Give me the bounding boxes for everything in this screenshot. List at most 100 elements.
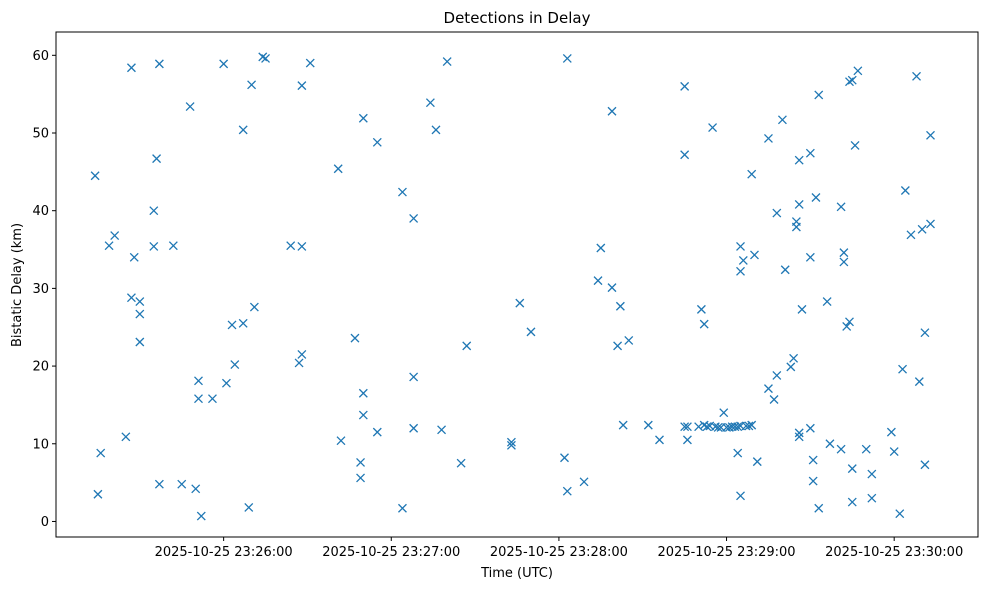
data-point xyxy=(297,81,307,91)
data-point xyxy=(506,437,516,447)
data-point xyxy=(780,265,790,275)
data-point xyxy=(847,497,857,507)
data-point xyxy=(845,317,854,327)
data-point xyxy=(850,140,860,150)
data-point xyxy=(713,422,723,432)
data-point xyxy=(696,304,706,314)
data-point xyxy=(247,80,257,90)
data-point xyxy=(168,241,178,251)
data-point xyxy=(836,444,846,454)
data-point xyxy=(867,493,877,503)
data-point xyxy=(238,318,248,328)
x-tick-label: 2025-10-25 23:30:00 xyxy=(825,545,963,560)
data-point xyxy=(593,276,603,286)
data-point xyxy=(515,298,525,308)
data-point xyxy=(786,362,796,372)
y-tick-label: 60 xyxy=(32,49,49,64)
data-point xyxy=(920,328,930,338)
data-point xyxy=(772,208,782,218)
data-point xyxy=(747,169,757,179)
data-point xyxy=(847,75,857,85)
data-point xyxy=(219,59,229,69)
data-point xyxy=(694,422,704,432)
data-point xyxy=(409,372,419,382)
data-point xyxy=(736,266,745,276)
data-point xyxy=(853,66,863,76)
data-point xyxy=(839,257,849,267)
data-point xyxy=(562,486,572,496)
data-point xyxy=(249,302,259,312)
data-point xyxy=(822,297,832,307)
data-point xyxy=(861,444,871,454)
data-point xyxy=(149,241,159,251)
data-point xyxy=(607,283,617,293)
data-point xyxy=(845,77,854,87)
data-point xyxy=(336,436,346,446)
data-point xyxy=(397,187,407,197)
data-point xyxy=(814,90,824,100)
data-point xyxy=(900,186,910,195)
data-point xyxy=(613,341,623,351)
x-axis-label: Time (UTC) xyxy=(480,566,553,581)
data-point xyxy=(409,214,419,223)
data-point xyxy=(358,410,368,420)
data-point xyxy=(397,503,407,513)
data-point xyxy=(208,394,217,404)
y-tick-label: 30 xyxy=(32,282,49,297)
data-point xyxy=(797,304,807,314)
data-point xyxy=(772,370,782,380)
x-axis-ticks: 2025-10-25 23:26:00 2025-10-25 23:27:00 20… xyxy=(155,537,963,560)
data-point xyxy=(615,301,625,311)
data-point xyxy=(297,241,307,251)
data-point xyxy=(702,422,712,432)
data-point xyxy=(194,376,203,386)
data-point xyxy=(906,230,916,240)
data-point xyxy=(733,448,743,458)
y-tick-label: 0 xyxy=(41,515,49,530)
data-point xyxy=(104,241,114,251)
data-point xyxy=(238,125,248,135)
data-point xyxy=(769,395,779,404)
data-point xyxy=(372,427,382,437)
data-point xyxy=(912,71,921,81)
data-point xyxy=(456,458,466,468)
data-point xyxy=(462,341,472,351)
data-point xyxy=(680,422,690,432)
data-point xyxy=(244,503,254,512)
data-point xyxy=(682,422,692,432)
plot-frame xyxy=(55,31,979,538)
data-point xyxy=(261,53,271,63)
data-point xyxy=(409,423,419,433)
data-point xyxy=(917,224,927,234)
data-point xyxy=(763,133,773,143)
data-point xyxy=(791,222,801,232)
data-point xyxy=(431,125,441,135)
data-point xyxy=(152,154,162,164)
data-point xyxy=(926,130,935,140)
data-point xyxy=(526,327,536,337)
data-point xyxy=(805,423,815,433)
data-point xyxy=(110,231,120,241)
y-tick-label: 20 xyxy=(32,360,49,375)
data-point xyxy=(356,473,365,483)
data-point xyxy=(926,219,935,229)
data-point xyxy=(96,448,106,458)
data-point xyxy=(805,148,815,158)
data-point xyxy=(680,81,690,91)
data-point xyxy=(350,333,360,343)
data-point xyxy=(763,384,773,394)
data-point xyxy=(425,98,435,108)
data-point xyxy=(126,293,136,303)
data-point xyxy=(744,421,754,431)
x-tick-label: 2025-10-25 23:26:00 xyxy=(155,545,293,560)
data-point xyxy=(121,432,131,442)
data-point xyxy=(358,388,368,398)
x-tick-label: 2025-10-25 23:27:00 xyxy=(322,545,460,560)
data-point xyxy=(356,457,365,467)
data-point xyxy=(738,255,748,265)
data-point xyxy=(607,106,617,116)
data-point xyxy=(867,469,877,479)
data-point xyxy=(185,102,195,112)
data-point xyxy=(794,432,804,442)
